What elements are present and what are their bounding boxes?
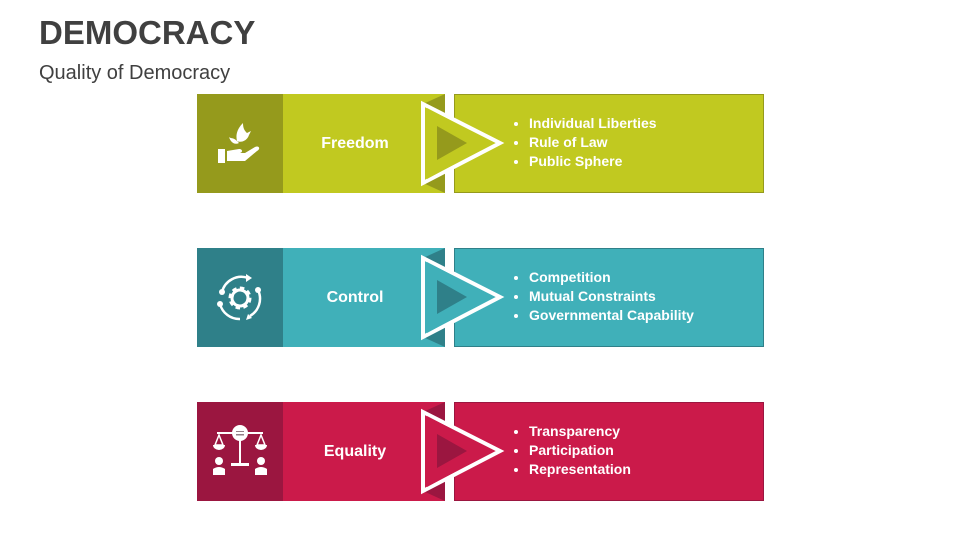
row-control: Control CompetitionMutual ConstraintsGov… xyxy=(197,248,765,347)
row-label: Equality xyxy=(323,442,387,460)
bullet-list: TransparencyParticipationRepresentation xyxy=(510,422,631,479)
list-item: Rule of Law xyxy=(529,133,657,152)
list-item: Mutual Constraints xyxy=(529,287,694,306)
page-subtitle: Quality of Democracy xyxy=(39,62,231,84)
list-item: Public Sphere xyxy=(529,152,657,171)
row-background xyxy=(197,402,764,501)
list-item: Competition xyxy=(529,268,694,287)
list-item: Transparency xyxy=(529,422,631,441)
bullet-list: CompetitionMutual ConstraintsGovernmenta… xyxy=(510,268,694,325)
list-item: Individual Liberties xyxy=(529,114,657,133)
row-background xyxy=(197,94,764,193)
list-item: Governmental Capability xyxy=(529,306,694,325)
list-item: Participation xyxy=(529,441,631,460)
bullet-list: Individual LibertiesRule of LawPublic Sp… xyxy=(510,114,657,171)
list-item: Representation xyxy=(529,460,631,479)
row-label: Control xyxy=(326,288,384,306)
gear-cycle-icon xyxy=(197,248,283,347)
hand-dove-icon xyxy=(197,94,283,193)
scales-people-icon xyxy=(197,402,283,501)
page-title: DEMOCRACY xyxy=(39,14,256,51)
row-equality: Equality TransparencyParticipationRepres… xyxy=(197,402,765,501)
row-background xyxy=(197,248,764,347)
row-freedom: Freedom Individual LibertiesRule of LawP… xyxy=(197,94,765,193)
row-label: Freedom xyxy=(321,134,389,152)
